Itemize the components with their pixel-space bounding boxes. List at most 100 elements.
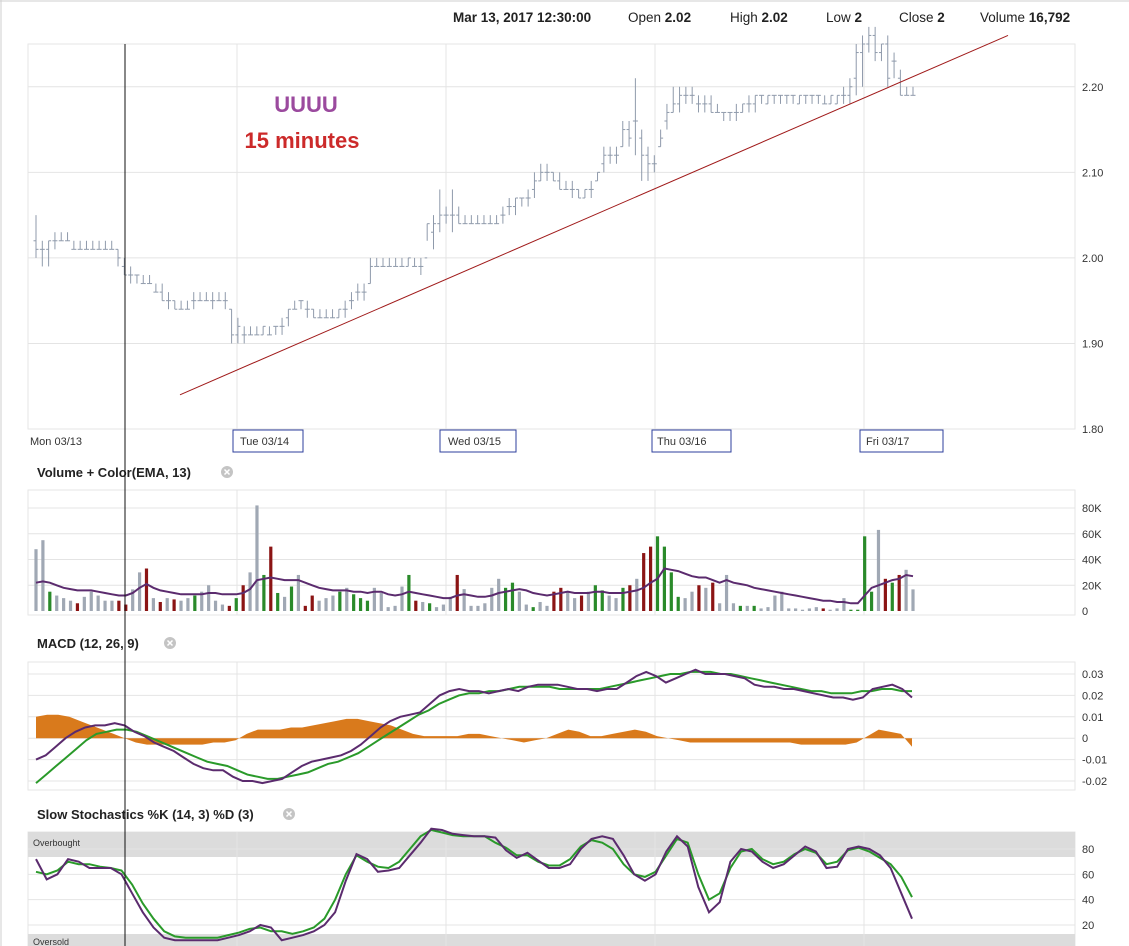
volume-bar: [510, 582, 515, 611]
volume-bar: [828, 609, 832, 611]
volume-bar: [835, 608, 839, 611]
ohlc-bar: [853, 44, 859, 96]
ticker-annotation: UUUU: [274, 92, 338, 117]
day-box-fri[interactable]: [859, 429, 944, 453]
volume-bar: [338, 591, 342, 611]
ohlc-bar: [721, 111, 727, 121]
ohlc-bar: [601, 146, 607, 173]
ohlc-bar: [273, 325, 279, 335]
day-label-wed[interactable]: Wed 03/15: [448, 436, 501, 448]
volume-bar: [131, 589, 135, 611]
volume-bar: [890, 582, 894, 611]
trend-line: [179, 34, 1009, 396]
volume-bar: [234, 598, 238, 611]
ohlc-bar: [304, 300, 310, 318]
ohlc-bar: [468, 215, 474, 225]
volume-bar: [241, 585, 245, 611]
volume-bar: [614, 598, 618, 611]
ohlc-bar: [513, 197, 519, 216]
volume-bar: [34, 549, 38, 611]
price-tick-label: 2.10: [1082, 167, 1103, 179]
volume-bar: [738, 605, 742, 611]
overbought-label: Overbought: [33, 838, 81, 848]
stochastics-k-line: [35, 827, 913, 942]
day-label-fri[interactable]: Fri 03/17: [866, 436, 909, 448]
volume-bar: [345, 587, 349, 611]
day-box-thu[interactable]: [651, 429, 732, 453]
price-y-axis: 2.20 2.10 2.00 1.90 1.80: [1082, 82, 1103, 436]
ohlc-bar: [386, 257, 392, 267]
volume-bar: [531, 607, 535, 611]
macd-panel: MACD (12, 26, 9) 0.03 0.02 0.01 0 -0.01 -0.02: [27, 636, 1107, 791]
volume-bar: [773, 595, 777, 611]
ohlc-bar: [317, 309, 323, 319]
ohlc-bar: [632, 78, 638, 156]
volume-bar: [545, 605, 549, 611]
ohlc-bar: [418, 257, 424, 275]
volume-bar: [110, 600, 114, 611]
overbought-zone: [28, 832, 1075, 857]
price-panel: 2.20 2.10 2.00 1.90 1.80 UUUU 15 minutes Mon…: [27, 26, 1103, 453]
ohlc-bar: [569, 180, 575, 198]
volume-bar: [876, 529, 881, 611]
ohlc-bar: [430, 215, 436, 250]
volume-bar: [179, 600, 183, 611]
ohlc-bar: [613, 146, 619, 164]
ohlc-bar: [115, 248, 121, 267]
day-label-tue[interactable]: Tue 03/14: [240, 436, 289, 448]
macd-tick-label: -0.01: [1082, 755, 1107, 767]
ohlc-bar: [241, 326, 247, 344]
ohlc-bar: [298, 300, 304, 310]
ohlc-bar: [531, 172, 537, 198]
volume-bar: [213, 600, 218, 611]
volume-bar: [276, 592, 280, 611]
ohlc-bar: [229, 308, 235, 344]
volume-bar: [75, 603, 80, 611]
ohlc-bar: [803, 94, 809, 104]
ohlc-bar: [519, 197, 525, 207]
volume-bar: [124, 604, 128, 611]
day-box-tue[interactable]: [232, 429, 304, 453]
quote-low: Low 2: [826, 10, 863, 25]
ohlc-bar: [538, 163, 544, 182]
ohlc-bar: [582, 188, 588, 199]
macd-remove-icon[interactable]: [164, 637, 176, 649]
ohlc-bar: [203, 292, 209, 302]
ohlc-bar: [550, 171, 556, 182]
volume-bar: [200, 591, 204, 611]
ohlc-bar: [708, 95, 714, 113]
volume-bar: [379, 592, 383, 611]
volume-bar: [255, 505, 259, 611]
day-label-thu[interactable]: Thu 03/16: [657, 436, 707, 448]
volume-ema-line: [35, 567, 914, 605]
volume-bar: [662, 546, 667, 611]
ohlc-bar: [664, 103, 670, 130]
volume-bar: [469, 605, 473, 611]
volume-bar: [718, 603, 722, 611]
ohlc-bar: [620, 121, 626, 148]
stochastics-remove-icon[interactable]: [283, 808, 295, 820]
macd-signal-line: [35, 670, 912, 784]
ohlc-bar: [557, 172, 563, 190]
volume-bar: [683, 598, 687, 611]
ohlc-bar: [677, 86, 683, 113]
volume-bar: [869, 591, 874, 611]
volume-bar: [434, 607, 439, 611]
stochastics-tick-label: 40: [1082, 895, 1094, 907]
macd-plot-area: [27, 661, 1076, 791]
volume-bar: [372, 587, 376, 611]
ohlc-bar: [872, 26, 878, 62]
volume-remove-icon[interactable]: [221, 466, 233, 478]
volume-bar: [207, 585, 211, 611]
volume-bar: [704, 587, 708, 611]
volume-bar: [117, 600, 121, 611]
volume-bar: [697, 585, 701, 611]
ohlc-bar: [475, 215, 481, 225]
day-box-wed[interactable]: [439, 429, 517, 453]
volume-plot-area: [27, 489, 1076, 616]
macd-histogram: [36, 714, 912, 747]
volume-bar: [821, 608, 825, 611]
ohlc-bar: [525, 189, 531, 207]
ohlc-bar: [330, 309, 336, 319]
ohlc-bar: [393, 257, 399, 267]
